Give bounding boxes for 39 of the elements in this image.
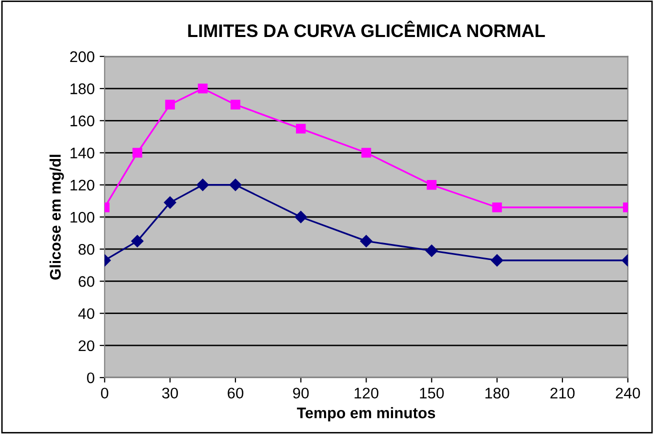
x-tick-label: 90 — [293, 388, 309, 399]
point — [360, 234, 372, 248]
y-axis-title: Glicose em mg/dl — [50, 154, 64, 280]
point — [361, 148, 372, 158]
point — [131, 234, 144, 248]
point — [426, 244, 438, 257]
point — [294, 210, 307, 224]
point — [132, 148, 142, 158]
point — [198, 84, 208, 94]
x-tick-label: 180 — [485, 388, 510, 399]
x-tick-label: 0 — [100, 388, 108, 399]
y-tick-label: 40 — [78, 308, 94, 320]
y-tick-label: 140 — [70, 148, 94, 158]
y-tick-label: 80 — [78, 244, 94, 255]
point — [196, 178, 209, 191]
x-axis-title: Tempo em minutos — [296, 407, 436, 422]
point — [230, 100, 240, 110]
y-tick-label: 60 — [78, 276, 94, 287]
x-tick-label: 60 — [228, 388, 244, 399]
y-tick-label: 180 — [70, 83, 94, 94]
x-tick-label: 210 — [550, 388, 575, 399]
point — [490, 254, 504, 266]
y-tick-label: 0 — [87, 372, 94, 384]
x-tick-label: 150 — [420, 388, 444, 399]
chart-title: LIMITES DA CURVA GLICÊMICA NORMAL — [188, 20, 545, 38]
y-tick-label: 100 — [70, 212, 94, 223]
point — [492, 202, 502, 212]
y-tick-label: 120 — [70, 180, 94, 191]
point — [426, 180, 436, 190]
x-tick-label: 30 — [162, 388, 178, 399]
point — [296, 124, 306, 134]
y-tick-label: 160 — [70, 116, 94, 126]
x-tick-label: 240 — [616, 388, 640, 399]
x-tick-label: 120 — [354, 388, 378, 399]
point — [164, 196, 176, 209]
y-tick-label: 20 — [78, 340, 94, 352]
point — [229, 178, 242, 191]
point — [165, 100, 175, 110]
y-tick-label: 200 — [70, 51, 94, 62]
